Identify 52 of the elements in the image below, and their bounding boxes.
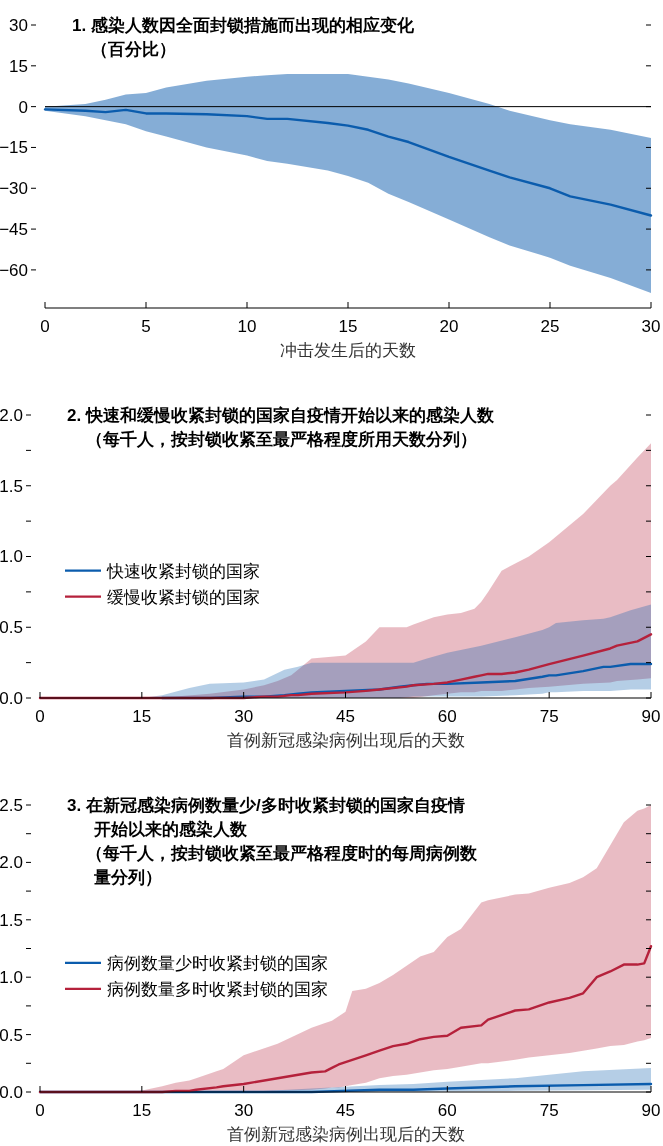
y-tick-label: −45 (0, 220, 28, 240)
y-tick-label: 2.5 (0, 795, 23, 815)
x-tick-label: 30 (234, 1101, 254, 1120)
y-tick-label: 0.5 (0, 1025, 23, 1045)
chart-title: 2. 快速和缓慢收紧封锁的国家自疫情开始以来的感染人数 (67, 406, 495, 425)
x-tick-label: 10 (237, 317, 257, 336)
x-tick-label: 25 (540, 317, 560, 336)
x-tick-label: 45 (336, 707, 355, 726)
y-tick-label: 30 (9, 15, 28, 35)
y-tick-label: 1.5 (0, 476, 23, 496)
x-tick-label: 0 (35, 1101, 45, 1120)
x-tick-label: 5 (141, 317, 151, 336)
y-tick-label: −60 (0, 260, 28, 280)
x-tick-label: 30 (641, 317, 661, 336)
x-tick-label: 0 (40, 317, 50, 336)
x-tick-label: 45 (336, 1101, 355, 1120)
x-tick-label: 0 (35, 707, 45, 726)
x-tick-label: 75 (539, 707, 559, 726)
y-tick-label: −30 (0, 179, 28, 199)
legend-label: 病例数量多时收紧封锁的国家 (107, 979, 328, 999)
legend-label: 缓慢收紧封锁的国家 (107, 587, 260, 607)
x-tick-label: 60 (437, 707, 457, 726)
y-tick-label: −15 (0, 138, 28, 158)
y-tick-label: 0.0 (0, 688, 23, 708)
text: （每千人，按封锁收紧至最严格程度时的每周病例数量分列） (86, 844, 478, 887)
y-tick-label: 0 (18, 97, 28, 117)
x-axis-title: 冲击发生后的天数 (280, 341, 416, 360)
chart-title: 3. 在新冠感染病例数量少/多时收紧封锁的国家自疫情开始以来的感染人数 (67, 796, 465, 839)
chart-title: 1. 感染人数因全面封锁措施而出现的相应变化 (72, 16, 415, 35)
x-tick-label: 90 (641, 1101, 661, 1120)
legend-label: 快速收紧封锁的国家 (106, 561, 260, 581)
x-tick-label: 15 (132, 1101, 152, 1120)
y-tick-label: 2.0 (0, 853, 23, 873)
y-tick-label: 15 (9, 56, 28, 76)
y-tick-label: 0.5 (0, 618, 23, 638)
x-tick-label: 60 (437, 1101, 457, 1120)
x-axis-title: 首例新冠感染病例出现后的天数 (226, 731, 465, 750)
x-tick-label: 15 (132, 707, 152, 726)
y-tick-label: 1.0 (0, 968, 23, 988)
text: （每千人，按封锁收紧至最严格程度所用天数分列） (86, 430, 477, 449)
x-tick-label: 75 (539, 1101, 559, 1120)
x-tick-label: 90 (641, 707, 661, 726)
y-tick-label: 1.5 (0, 910, 23, 930)
x-tick-label: 30 (234, 707, 254, 726)
text: （百分比） (91, 40, 176, 59)
legend-label: 病例数量少时收紧封锁的国家 (107, 953, 328, 973)
y-tick-label: 1.0 (0, 547, 23, 567)
y-tick-label: 2.0 (0, 405, 23, 425)
y-tick-label: 0.0 (0, 1082, 23, 1102)
x-tick-label: 15 (338, 317, 358, 336)
x-tick-label: 20 (439, 317, 459, 336)
x-axis-title: 首例新冠感染病例出现后的天数 (226, 1125, 465, 1144)
